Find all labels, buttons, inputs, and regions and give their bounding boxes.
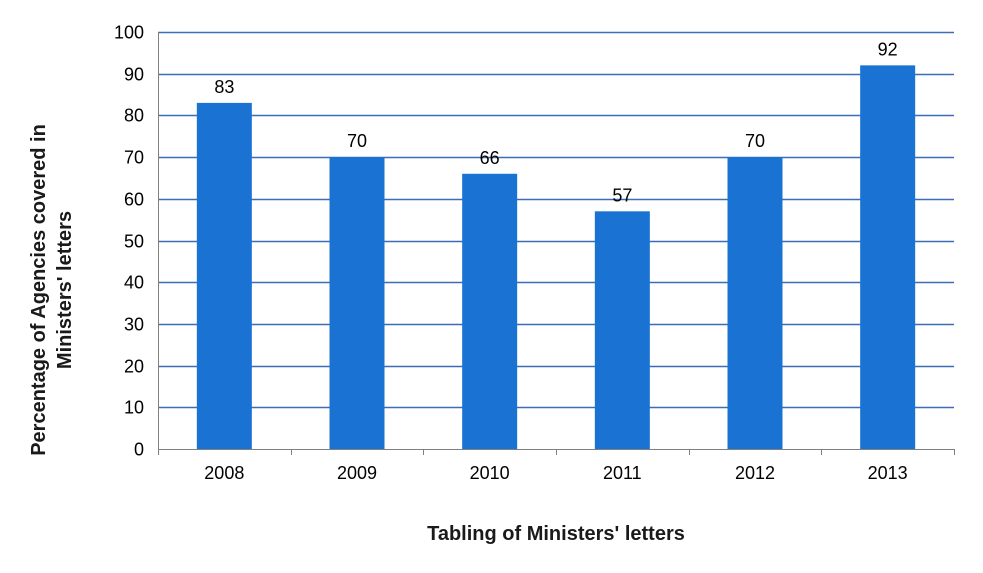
y-tick-label-60: 60: [124, 190, 144, 210]
data-label-2009: 70: [347, 131, 367, 151]
y-tick-label-0: 0: [134, 440, 144, 460]
x-tick-label-2010: 2010: [470, 463, 510, 483]
data-labels: 83 70 66 57 70 92: [214, 39, 897, 205]
x-tick-label-2008: 2008: [204, 463, 244, 483]
y-tick-label-10: 10: [124, 398, 144, 418]
y-tick-label-100: 100: [114, 23, 144, 43]
bar-2010: [462, 173, 518, 449]
bars: [196, 65, 916, 450]
y-tick-label-20: 20: [124, 357, 144, 377]
y-axis-title-line-1: Percentage of Agencies covered in: [28, 124, 50, 456]
bar-2011: [594, 211, 650, 449]
bar-2012: [727, 157, 783, 449]
data-label-2012: 70: [745, 131, 765, 151]
bar-2013: [860, 65, 916, 450]
data-label-2013: 92: [878, 39, 898, 59]
data-label-2011: 57: [612, 185, 632, 205]
y-tick-label-40: 40: [124, 273, 144, 293]
y-tick-label-30: 30: [124, 315, 144, 335]
y-axis-title-line-2: Ministers' letters: [54, 211, 76, 369]
gridlines: [158, 31, 954, 409]
axes: [158, 32, 955, 455]
x-tick-label-2012: 2012: [735, 463, 775, 483]
data-label-2008: 83: [214, 77, 234, 97]
x-tick-label-2011: 2011: [603, 463, 642, 483]
x-tick-label-2009: 2009: [337, 463, 377, 483]
y-tick-label-50: 50: [124, 232, 144, 252]
y-tick-label-70: 70: [124, 148, 144, 168]
y-axis-title: Percentage of Agencies covered in Minist…: [28, 124, 76, 456]
y-tick-label-80: 80: [124, 106, 144, 126]
bar-2009: [329, 157, 385, 449]
bar-2008: [196, 102, 252, 449]
data-label-2010: 66: [480, 148, 500, 168]
tick-labels: 0 10 20 30 40 50 60 70 80 90 100 2008 2009 2010 2011 20…: [114, 23, 908, 484]
x-axis-title: Tabling of Ministers' letters: [427, 523, 685, 545]
y-tick-label-90: 90: [124, 65, 144, 85]
x-tick-label-2013: 2013: [868, 463, 908, 483]
